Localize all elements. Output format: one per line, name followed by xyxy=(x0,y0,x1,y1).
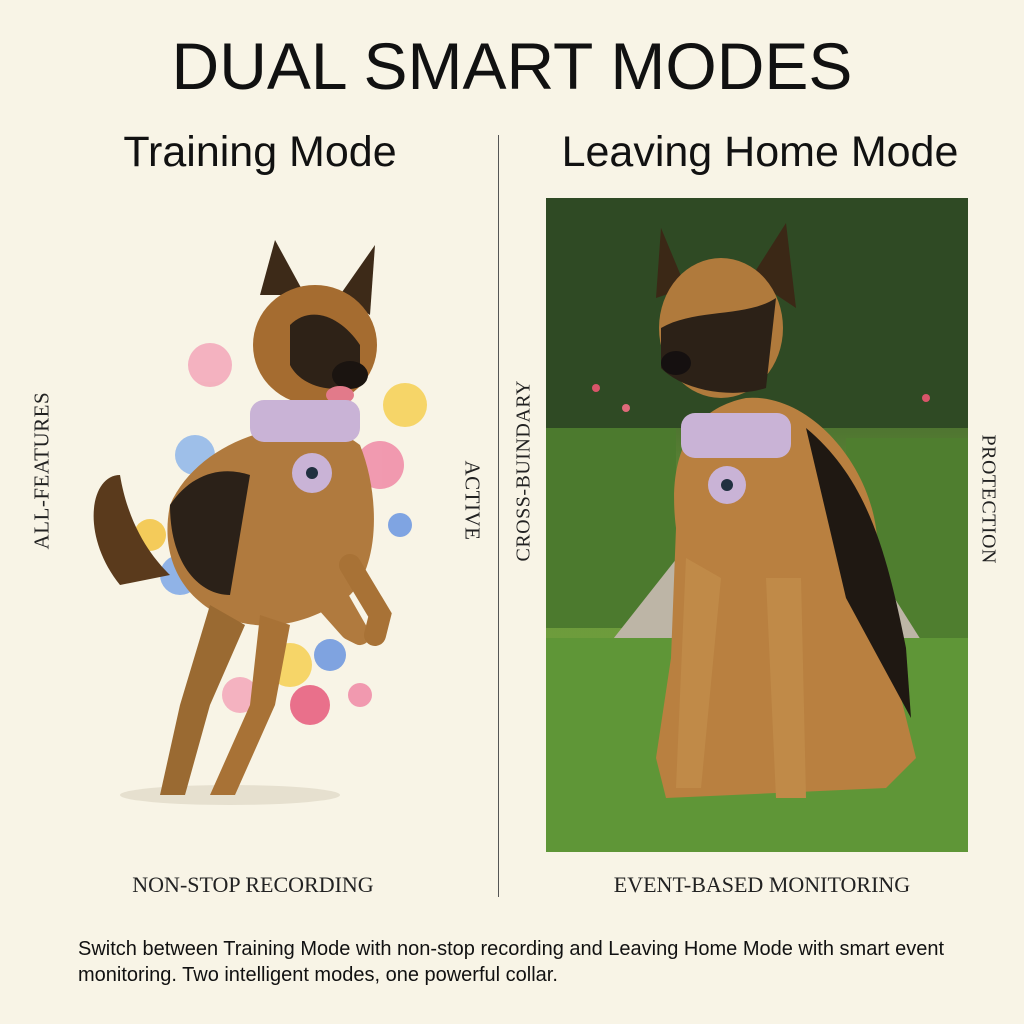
page-title: DUAL SMART MODES xyxy=(171,29,853,103)
leaving-home-mode-heading: Leaving Home Mode xyxy=(561,128,959,176)
non-stop-recording-caption: NON-STOP RECORDING xyxy=(132,872,374,897)
cross-boundary-label: CROSS-BUINDARY xyxy=(512,380,535,562)
training-mode-heading: Training Mode xyxy=(123,128,397,176)
active-label: ACTIVE xyxy=(460,460,485,541)
event-based-monitoring-caption: EVENT-BASED MONITORING xyxy=(613,872,911,897)
divider xyxy=(498,135,499,897)
protection-label: PROTECTION xyxy=(977,434,1000,564)
all-features-label: ALL-FEATURES xyxy=(29,391,54,550)
description-text: Switch between Training Mode with non-st… xyxy=(78,938,945,986)
leaving-home-dog-photo xyxy=(546,198,968,852)
training-dog-illustration xyxy=(93,240,427,805)
